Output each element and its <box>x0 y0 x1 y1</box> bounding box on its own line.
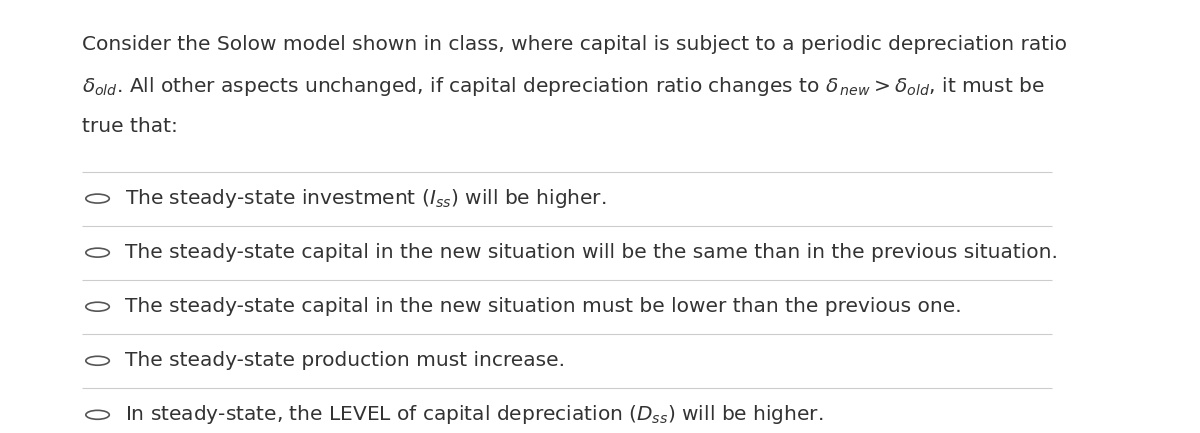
Text: $\delta_{\mathit{old}}$. All other aspects unchanged, if capital depreciation ra: $\delta_{\mathit{old}}$. All other aspec… <box>82 75 1044 98</box>
Text: The steady-state production must increase.: The steady-state production must increas… <box>125 351 565 370</box>
Text: The steady-state capital in the new situation will be the same than in the previ: The steady-state capital in the new situ… <box>125 243 1058 262</box>
Text: The steady-state investment ($I_{ss}$) will be higher.: The steady-state investment ($I_{ss}$) w… <box>125 187 607 210</box>
Text: true that:: true that: <box>82 117 178 136</box>
Text: The steady-state capital in the new situation must be lower than the previous on: The steady-state capital in the new situ… <box>125 297 962 316</box>
Text: In steady-state, the LEVEL of capital depreciation ($D_{ss}$) will be higher.: In steady-state, the LEVEL of capital de… <box>125 403 823 427</box>
Text: Consider the Solow model shown in class, where capital is subject to a periodic : Consider the Solow model shown in class,… <box>82 36 1067 55</box>
